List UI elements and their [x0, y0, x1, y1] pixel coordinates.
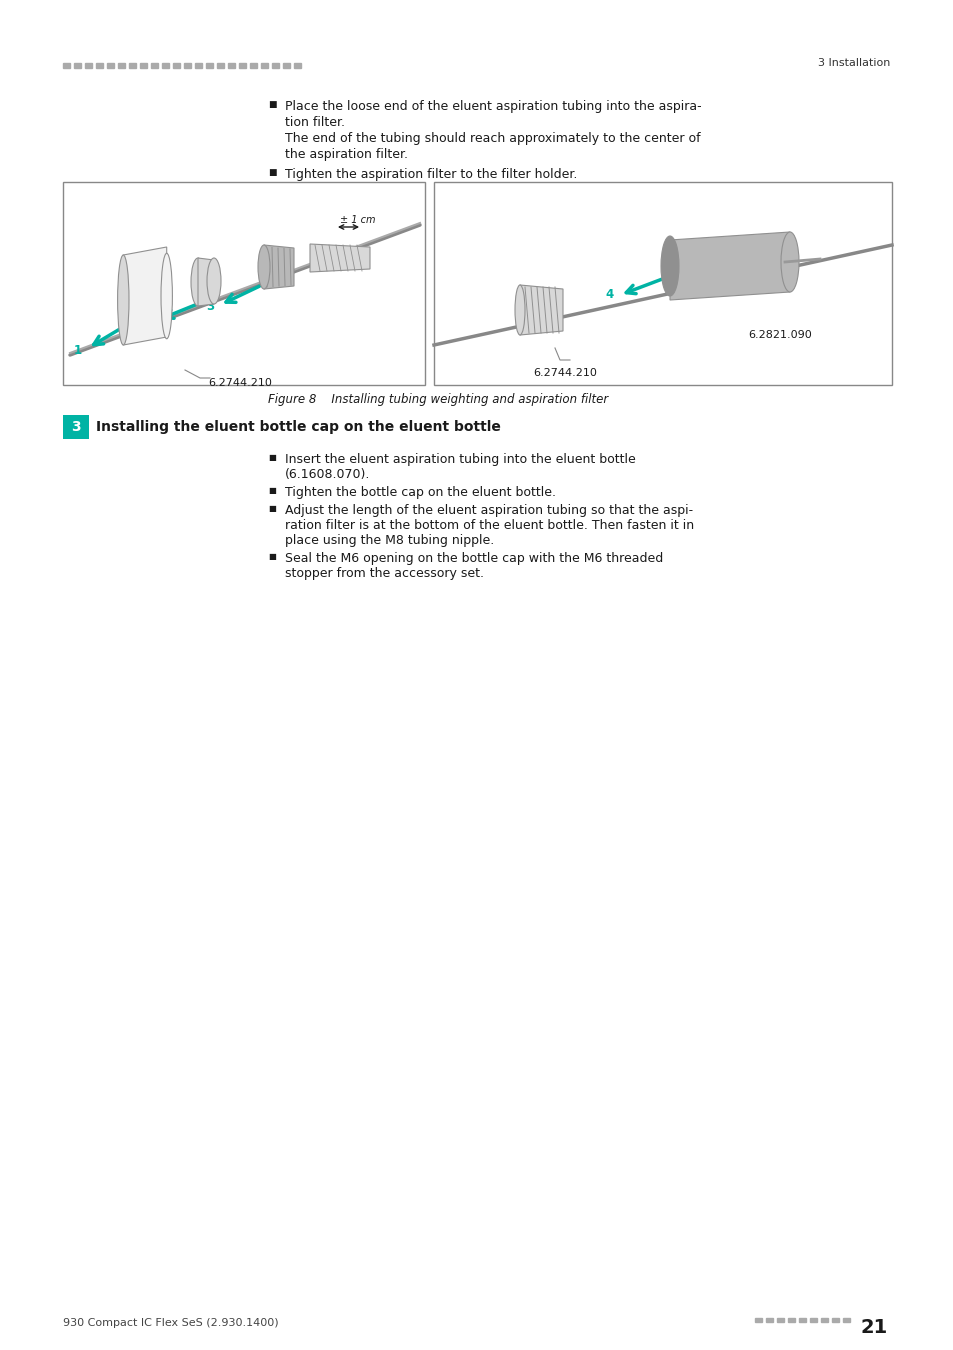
Text: 1: 1: [74, 343, 82, 356]
Ellipse shape: [207, 258, 221, 304]
Bar: [261, 63, 268, 68]
Bar: [96, 63, 103, 68]
Text: (6.1608.070).: (6.1608.070).: [285, 468, 370, 481]
Text: Place the loose end of the eluent aspiration tubing into the aspira-: Place the loose end of the eluent aspira…: [285, 100, 700, 113]
Text: 3: 3: [206, 301, 213, 313]
Bar: [283, 63, 290, 68]
Text: ■: ■: [268, 552, 275, 562]
Text: ration filter is at the bottom of the eluent bottle. Then fasten it in: ration filter is at the bottom of the el…: [285, 518, 694, 532]
Text: ■: ■: [268, 167, 276, 177]
Text: Tighten the aspiration filter to the filter holder.: Tighten the aspiration filter to the fil…: [285, 167, 577, 181]
Text: Tighten the bottle cap on the eluent bottle.: Tighten the bottle cap on the eluent bot…: [285, 486, 556, 500]
Bar: [787, 1318, 794, 1322]
Bar: [842, 1318, 849, 1322]
Polygon shape: [123, 247, 167, 346]
Text: 3: 3: [71, 420, 81, 433]
Bar: [194, 63, 202, 68]
Text: 2: 2: [144, 313, 152, 327]
Bar: [821, 1318, 827, 1322]
Text: 6.2744.210: 6.2744.210: [533, 369, 597, 378]
Bar: [216, 63, 224, 68]
Bar: [799, 1318, 805, 1322]
Ellipse shape: [117, 255, 129, 346]
Text: 21: 21: [860, 1318, 887, 1336]
Ellipse shape: [660, 236, 679, 296]
Text: the aspiration filter.: the aspiration filter.: [285, 148, 408, 161]
Bar: [162, 63, 169, 68]
Text: ■: ■: [268, 504, 275, 513]
Text: 4: 4: [605, 288, 614, 301]
Bar: [272, 63, 278, 68]
Bar: [434, 182, 891, 385]
Bar: [776, 1318, 783, 1322]
Bar: [63, 63, 70, 68]
Text: Adjust the length of the eluent aspiration tubing so that the aspi-: Adjust the length of the eluent aspirati…: [285, 504, 693, 517]
Bar: [228, 63, 234, 68]
Polygon shape: [264, 244, 294, 289]
Ellipse shape: [161, 254, 172, 339]
Polygon shape: [198, 258, 213, 306]
Bar: [765, 1318, 772, 1322]
Bar: [172, 63, 180, 68]
Bar: [107, 63, 113, 68]
Bar: [129, 63, 136, 68]
Text: ■: ■: [268, 454, 275, 462]
Text: ± 1 cm: ± 1 cm: [339, 215, 375, 225]
Text: 930 Compact IC Flex SeS (2.930.1400): 930 Compact IC Flex SeS (2.930.1400): [63, 1318, 278, 1328]
Text: ■: ■: [268, 100, 276, 109]
Bar: [151, 63, 158, 68]
Bar: [140, 63, 147, 68]
Text: Figure 8    Installing tubing weighting and aspiration filter: Figure 8 Installing tubing weighting and…: [268, 393, 608, 406]
Polygon shape: [310, 244, 370, 271]
Text: Installing the eluent bottle cap on the eluent bottle: Installing the eluent bottle cap on the …: [96, 420, 500, 433]
Bar: [184, 63, 191, 68]
Ellipse shape: [515, 285, 524, 335]
Ellipse shape: [781, 232, 799, 292]
Bar: [206, 63, 213, 68]
Text: stopper from the accessory set.: stopper from the accessory set.: [285, 567, 483, 580]
Text: 6.2821.090: 6.2821.090: [747, 329, 811, 340]
Bar: [831, 1318, 838, 1322]
Text: Insert the eluent aspiration tubing into the eluent bottle: Insert the eluent aspiration tubing into…: [285, 454, 635, 466]
Bar: [63, 182, 424, 385]
Bar: [294, 63, 301, 68]
Text: tion filter.: tion filter.: [285, 116, 345, 130]
Bar: [809, 1318, 816, 1322]
Text: Seal the M6 opening on the bottle cap with the M6 threaded: Seal the M6 opening on the bottle cap wi…: [285, 552, 662, 566]
Bar: [118, 63, 125, 68]
Text: ■: ■: [268, 486, 275, 495]
Bar: [63, 414, 89, 439]
Text: The end of the tubing should reach approximately to the center of: The end of the tubing should reach appro…: [285, 132, 700, 144]
Polygon shape: [669, 232, 789, 300]
Text: place using the M8 tubing nipple.: place using the M8 tubing nipple.: [285, 535, 494, 547]
Bar: [85, 63, 91, 68]
Text: 6.2744.210: 6.2744.210: [208, 378, 272, 387]
Bar: [239, 63, 246, 68]
Ellipse shape: [191, 258, 205, 306]
Bar: [74, 63, 81, 68]
Bar: [250, 63, 256, 68]
Text: 3 Installation: 3 Installation: [817, 58, 889, 68]
Polygon shape: [519, 285, 562, 335]
Ellipse shape: [257, 244, 270, 289]
Bar: [754, 1318, 761, 1322]
